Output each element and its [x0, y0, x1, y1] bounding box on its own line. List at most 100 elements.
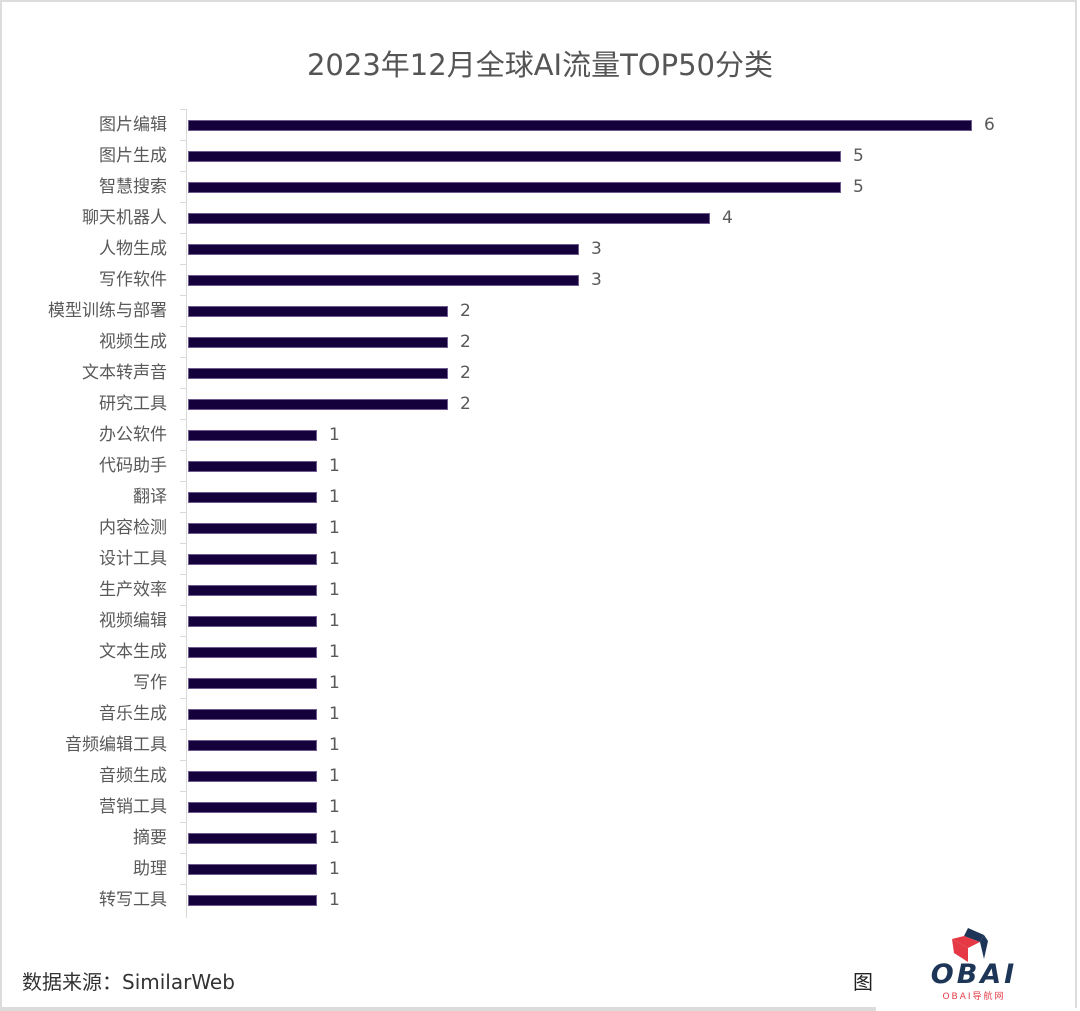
axis-tick: [180, 202, 187, 203]
bar-row: 翻译 1: [0, 481, 1080, 513]
value-label: 1: [329, 425, 340, 445]
bar: [188, 120, 972, 131]
bar: [188, 182, 841, 193]
axis-tick: [180, 698, 187, 699]
axis-tick: [180, 233, 187, 234]
axis-tick: [180, 450, 187, 451]
value-label: 1: [329, 487, 340, 507]
axis-tick: [180, 140, 187, 141]
category-label: 聊天机器人: [82, 208, 167, 228]
bar: [188, 461, 317, 472]
bar-row: 转写工具 1: [0, 884, 1080, 916]
value-label: 1: [329, 797, 340, 817]
bar-row: 聊天机器人 4: [0, 202, 1080, 234]
axis-tick: [180, 419, 187, 420]
axis-tick: [180, 636, 187, 637]
category-label: 文本转声音: [82, 363, 167, 383]
axis-tick: [180, 543, 187, 544]
data-source-note: 数据来源：SimilarWeb: [22, 970, 235, 994]
bar-row: 音频编辑工具 1: [0, 729, 1080, 761]
bar: [188, 492, 317, 503]
value-label: 1: [329, 580, 340, 600]
category-label: 人物生成: [99, 239, 167, 259]
value-label: 2: [460, 301, 471, 321]
axis-tick: [180, 574, 187, 575]
bar-row: 音乐生成 1: [0, 698, 1080, 730]
bar: [188, 616, 317, 627]
bar-row: 智慧搜索 5: [0, 171, 1080, 203]
value-label: 1: [329, 456, 340, 476]
obai-logo: OBAI OBAI导航网: [924, 926, 1024, 1004]
category-label: 音频编辑工具: [65, 735, 167, 755]
category-label: 音乐生成: [99, 704, 167, 724]
bar-row: 视频生成 2: [0, 326, 1080, 358]
bar-row: 文本转声音 2: [0, 357, 1080, 389]
bar-row: 设计工具 1: [0, 543, 1080, 575]
bar: [188, 709, 317, 720]
category-label: 音频生成: [99, 766, 167, 786]
category-label: 翻译: [133, 487, 167, 507]
axis-tick: [180, 822, 187, 823]
category-label: 内容检测: [99, 518, 167, 538]
category-label: 生产效率: [99, 580, 167, 600]
bar: [188, 771, 317, 782]
value-label: 3: [591, 239, 602, 259]
value-label: 1: [329, 859, 340, 879]
bar: [188, 306, 448, 317]
bar-row: 摘要 1: [0, 822, 1080, 854]
bar: [188, 740, 317, 751]
bar-row: 办公软件 1: [0, 419, 1080, 451]
category-label: 模型训练与部署: [48, 301, 167, 321]
value-label: 1: [329, 611, 340, 631]
bar-row: 图片生成 5: [0, 140, 1080, 172]
bar: [188, 337, 448, 348]
category-label: 视频编辑: [99, 611, 167, 631]
figure-label: 图: [853, 970, 873, 994]
axis-tick: [180, 512, 187, 513]
value-label: 4: [722, 208, 733, 228]
logo-subtitle: OBAI导航网: [942, 992, 1006, 1002]
axis-tick: [180, 760, 187, 761]
bar-row: 音频生成 1: [0, 760, 1080, 792]
axis-tick: [180, 264, 187, 265]
category-label: 研究工具: [99, 394, 167, 414]
category-label: 转写工具: [99, 890, 167, 910]
value-label: 1: [329, 704, 340, 724]
category-label: 营销工具: [99, 797, 167, 817]
bar-row: 人物生成 3: [0, 233, 1080, 265]
category-label: 视频生成: [99, 332, 167, 352]
category-label: 写作: [133, 673, 167, 693]
bar-row: 写作 1: [0, 667, 1080, 699]
axis-tick: [180, 326, 187, 327]
value-label: 2: [460, 332, 471, 352]
bar: [188, 213, 710, 224]
bar-row: 研究工具 2: [0, 388, 1080, 420]
bar: [188, 647, 317, 658]
value-label: 1: [329, 735, 340, 755]
category-label: 设计工具: [99, 549, 167, 569]
value-label: 2: [460, 363, 471, 383]
category-label: 写作软件: [99, 270, 167, 290]
value-label: 1: [329, 549, 340, 569]
category-label: 办公软件: [99, 425, 167, 445]
category-label: 智慧搜索: [99, 177, 167, 197]
bar-row: 内容检测 1: [0, 512, 1080, 544]
value-label: 2: [460, 394, 471, 414]
axis-tick: [180, 853, 187, 854]
axis-tick: [180, 667, 187, 668]
frame-bottom-border: [0, 1007, 876, 1011]
bar-row: 视频编辑 1: [0, 605, 1080, 637]
axis-tick: [180, 357, 187, 358]
value-label: 1: [329, 828, 340, 848]
axis-tick: [180, 791, 187, 792]
bar: [188, 678, 317, 689]
cube-icon: [952, 928, 988, 962]
bar-row: 营销工具 1: [0, 791, 1080, 823]
value-label: 1: [329, 642, 340, 662]
bar: [188, 523, 317, 534]
bar-row: 图片编辑 6: [0, 109, 1080, 141]
bar: [188, 151, 841, 162]
bar: [188, 244, 579, 255]
